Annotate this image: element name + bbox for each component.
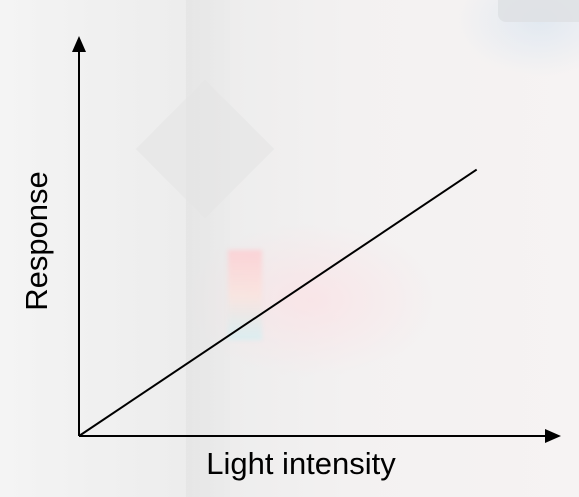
y-axis-label: Response (19, 171, 54, 311)
x-axis-label: Light intensity (206, 446, 396, 481)
series-line-0 (78, 168, 478, 437)
background-corner-sign (498, 0, 579, 22)
x-axis-arrowhead (545, 429, 561, 443)
y-axis-arrowhead (72, 36, 86, 52)
series-layer (78, 168, 478, 437)
